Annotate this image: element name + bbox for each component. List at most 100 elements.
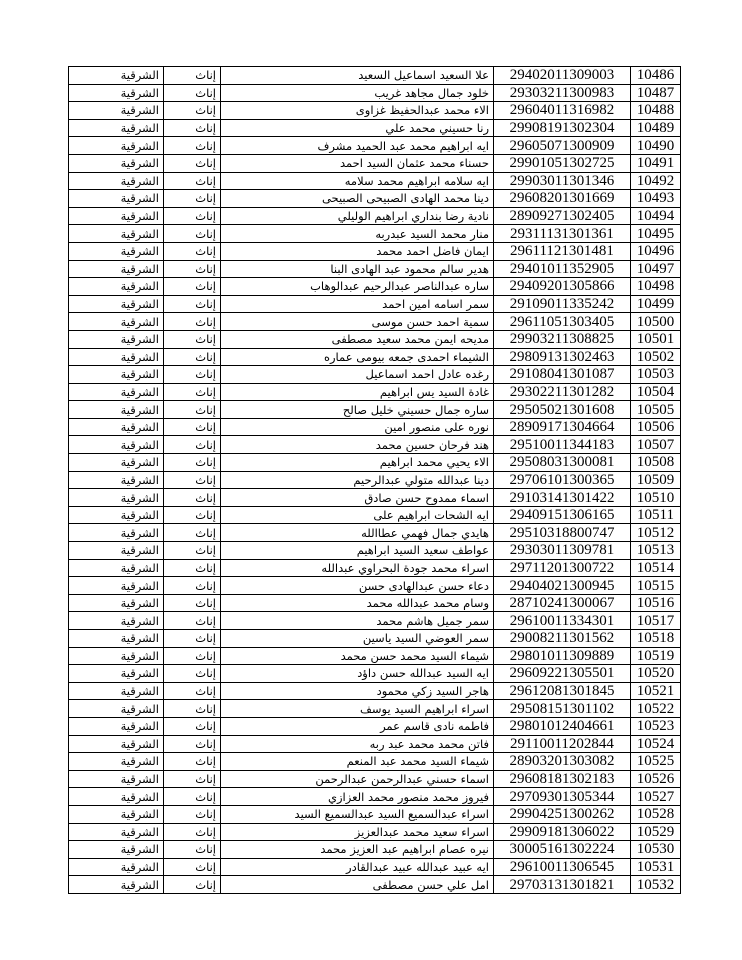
gender: إناث — [163, 787, 221, 806]
serial-number: 10509 — [630, 470, 681, 490]
person-name: ايه ابراهيم محمد عبد الحميد مشرف — [220, 136, 494, 155]
serial-number: 10499 — [630, 294, 681, 314]
national-id: 29508151301102 — [493, 699, 631, 718]
national-id: 29008211301562 — [493, 629, 631, 648]
gender: إناث — [163, 488, 221, 507]
table-row: الشرقية إناث اسراء ابراهيم السيد يوسف 29508… — [68, 699, 681, 718]
governorate: الشرقية — [68, 83, 164, 103]
serial-number: 10519 — [630, 646, 681, 666]
governorate: الشرقية — [68, 435, 164, 455]
gender: إناث — [163, 259, 221, 279]
person-name: سمر جميل هاشم محمد — [220, 611, 494, 630]
person-name: خلود جمال مجاهد غريب — [220, 83, 494, 103]
table-row: الشرقية إناث اسراء عبدالسميع السيد عبدالسم… — [68, 804, 681, 824]
national-id: 29401011352905 — [493, 259, 631, 279]
serial-number: 10487 — [630, 83, 681, 103]
serial-number: 10506 — [630, 417, 681, 437]
table-row: الشرقية إناث ايه ابراهيم محمد عبد الحميد م… — [68, 136, 681, 155]
table-row: الشرقية إناث سمر العوضي السيد ياسين 2900821… — [68, 629, 681, 648]
serial-number: 10517 — [630, 611, 681, 630]
governorate: الشرقية — [68, 769, 164, 789]
national-id: 29110011202844 — [493, 734, 631, 754]
governorate: الشرقية — [68, 206, 164, 226]
national-id: 29611051303405 — [493, 312, 631, 331]
governorate: الشرقية — [68, 312, 164, 331]
person-name: ساره عبدالناصر عبدالرحيم عبدالوهاب — [220, 277, 494, 296]
gender: إناث — [163, 470, 221, 490]
person-name: سمر العوضي السيد ياسين — [220, 629, 494, 648]
serial-number: 10528 — [630, 804, 681, 824]
national-id: 28909171304664 — [493, 417, 631, 437]
governorate: الشرقية — [68, 241, 164, 261]
national-id: 29302211301282 — [493, 382, 631, 402]
national-id: 29908191302304 — [493, 118, 631, 138]
gender: إناث — [163, 347, 221, 367]
table-row: الشرقية إناث منار محمد السيد عبدربه 2931113… — [68, 224, 681, 243]
table-row: الشرقية إناث ايمان فاضل احمد محمد 296111213… — [68, 241, 681, 261]
person-name: اسماء ممدوح حسن صادق — [220, 488, 494, 507]
gender: إناث — [163, 400, 221, 419]
person-name: مديحه ايمن محمد سعيد مصطفى — [220, 329, 494, 349]
national-id: 29809131302463 — [493, 347, 631, 367]
gender: إناث — [163, 206, 221, 226]
gender: إناث — [163, 629, 221, 648]
national-id: 29604011316982 — [493, 101, 631, 120]
governorate: الشرقية — [68, 752, 164, 771]
table-row: الشرقية إناث نوره على منصور امين 2890917130… — [68, 417, 681, 437]
national-id: 29303211300983 — [493, 83, 631, 103]
serial-number: 10531 — [630, 857, 681, 877]
serial-number: 10532 — [630, 875, 681, 894]
table-row: الشرقية إناث اسماء حسني عبدالرحمن عبدالرحم… — [68, 769, 681, 789]
table-row: الشرقية إناث هاجر السيد زكي محمود 296120813… — [68, 681, 681, 701]
serial-number: 10488 — [630, 101, 681, 120]
person-name: ايه السيد عبدالله حسن داؤد — [220, 664, 494, 683]
governorate: الشرقية — [68, 804, 164, 824]
serial-number: 10494 — [630, 206, 681, 226]
governorate: الشرقية — [68, 153, 164, 173]
governorate: الشرقية — [68, 505, 164, 525]
serial-number: 10520 — [630, 664, 681, 683]
table-row: الشرقية إناث سمر اسامه امين احمد 2910901133… — [68, 294, 681, 314]
gender: إناث — [163, 558, 221, 578]
governorate: الشرقية — [68, 787, 164, 806]
table-row: الشرقية إناث هايدي جمال فهمي عطاالله 295103… — [68, 523, 681, 543]
national-id: 29608201301669 — [493, 189, 631, 208]
table-row: الشرقية إناث الاء محمد عبدالحفيظ غزاوى 2960… — [68, 101, 681, 120]
gender: إناث — [163, 83, 221, 103]
national-id: 29611121301481 — [493, 241, 631, 261]
gender: إناث — [163, 576, 221, 595]
national-id: 28903201303082 — [493, 752, 631, 771]
serial-number: 10524 — [630, 734, 681, 754]
table-row: الشرقية إناث امل علي حسن مصطفى 297031313018… — [68, 875, 681, 894]
serial-number: 10495 — [630, 224, 681, 243]
serial-number: 10510 — [630, 488, 681, 507]
gender: إناث — [163, 365, 221, 384]
national-id: 28909271302405 — [493, 206, 631, 226]
gender: إناث — [163, 417, 221, 437]
table-row: الشرقية إناث علا السعيد اسماعيل السعيد 2940… — [68, 66, 681, 85]
national-id: 29402011309003 — [493, 66, 631, 85]
governorate: الشرقية — [68, 875, 164, 894]
table-row: الشرقية إناث مديحه ايمن محمد سعيد مصطفى 299… — [68, 329, 681, 349]
governorate: الشرقية — [68, 629, 164, 648]
serial-number: 10492 — [630, 171, 681, 191]
governorate: الشرقية — [68, 840, 164, 859]
national-id: 29703131301821 — [493, 875, 631, 894]
person-name: اسراء سعيد محمد عبدالعزيز — [220, 822, 494, 842]
gender: إناث — [163, 840, 221, 859]
table-row: الشرقية إناث سمر جميل هاشم محمد 29610011334… — [68, 611, 681, 630]
serial-number: 10491 — [630, 153, 681, 173]
national-id: 29508031300081 — [493, 453, 631, 472]
governorate: الشرقية — [68, 136, 164, 155]
person-name: وسام محمد عبدالله محمد — [220, 593, 494, 613]
serial-number: 10496 — [630, 241, 681, 261]
governorate: الشرقية — [68, 224, 164, 243]
person-name: الاء محمد عبدالحفيظ غزاوى — [220, 101, 494, 120]
serial-number: 10525 — [630, 752, 681, 771]
table-row: الشرقية إناث رغده عادل احمد اسماعيل 2910804… — [68, 365, 681, 384]
gender: إناث — [163, 646, 221, 666]
person-name: ايمان فاضل احمد محمد — [220, 241, 494, 261]
table-row: الشرقية إناث شيماء السيد محمد عبد المنعم 28… — [68, 752, 681, 771]
table-row: الشرقية إناث دعاء حسن عبدالهادى حسن 2940402… — [68, 576, 681, 595]
person-name: شيماء السيد محمد عبد المنعم — [220, 752, 494, 771]
